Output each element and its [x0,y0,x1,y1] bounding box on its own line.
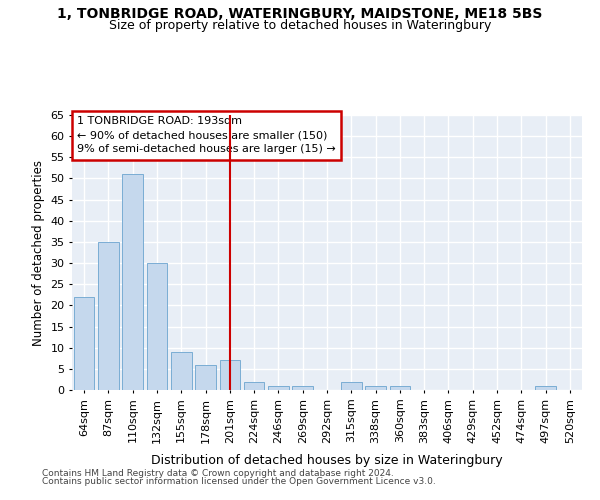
Bar [98,242,119,390]
Text: Contains HM Land Registry data © Crown copyright and database right 2024.: Contains HM Land Registry data © Crown c… [42,468,394,477]
Bar [389,386,410,390]
Bar [146,263,167,390]
Bar [195,364,216,390]
Bar [74,297,94,390]
Y-axis label: Number of detached properties: Number of detached properties [32,160,44,346]
X-axis label: Distribution of detached houses by size in Wateringbury: Distribution of detached houses by size … [151,454,503,467]
Text: 1, TONBRIDGE ROAD, WATERINGBURY, MAIDSTONE, ME18 5BS: 1, TONBRIDGE ROAD, WATERINGBURY, MAIDSTO… [58,8,542,22]
Bar [244,382,265,390]
Bar [341,382,362,390]
Text: Size of property relative to detached houses in Wateringbury: Size of property relative to detached ho… [109,19,491,32]
Text: Contains public sector information licensed under the Open Government Licence v3: Contains public sector information licen… [42,477,436,486]
Bar [268,386,289,390]
Bar [220,360,240,390]
Bar [292,386,313,390]
Bar [171,352,191,390]
Bar [365,386,386,390]
Bar [535,386,556,390]
Text: 1 TONBRIDGE ROAD: 193sqm
← 90% of detached houses are smaller (150)
9% of semi-d: 1 TONBRIDGE ROAD: 193sqm ← 90% of detach… [77,116,336,154]
Bar [122,174,143,390]
